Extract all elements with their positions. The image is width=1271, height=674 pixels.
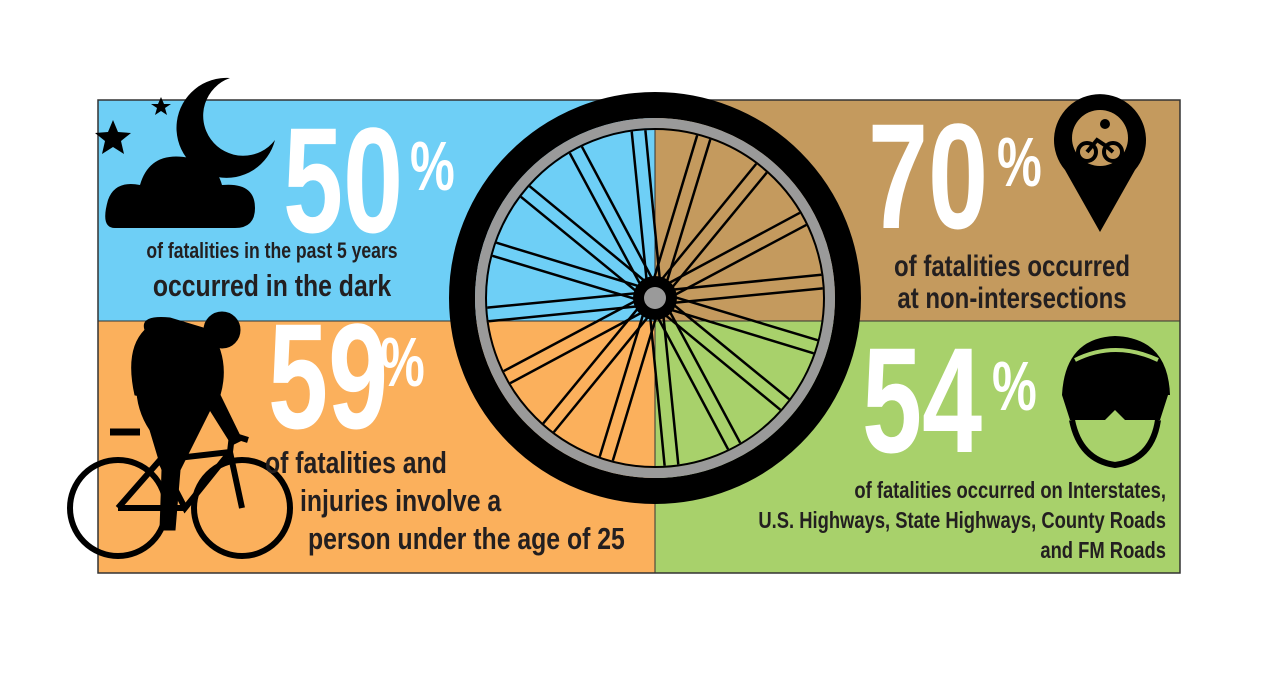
cloud — [105, 156, 255, 228]
rider-head — [203, 311, 241, 349]
spoke — [663, 138, 712, 289]
hub-center — [644, 287, 666, 309]
cyclist-icon — [67, 311, 293, 559]
helmet-vent — [1074, 348, 1159, 362]
spoke — [487, 291, 643, 309]
pin-bike — [1085, 137, 1115, 154]
spoke — [552, 310, 654, 433]
spoke — [528, 185, 651, 287]
bike-wheel — [191, 457, 293, 559]
spoke — [653, 311, 730, 450]
spoke — [580, 146, 657, 285]
spoke — [662, 211, 801, 288]
wheel-icon — [449, 92, 861, 504]
stat-number: 70 — [868, 93, 988, 261]
face — [1069, 419, 1161, 469]
pin-hole — [1072, 110, 1128, 166]
stat-number: 54 — [862, 317, 982, 485]
spoke — [664, 306, 815, 355]
spoke — [668, 294, 818, 342]
spoke — [520, 195, 643, 297]
stat-caption: injuries involve a — [300, 483, 502, 517]
rim-edge — [485, 128, 825, 468]
spoke — [495, 241, 646, 290]
spoke — [503, 296, 642, 373]
spoke — [630, 131, 649, 287]
stat-caption: U.S. Highways, State Highways, County Ro… — [758, 508, 1166, 533]
bike-frame — [115, 431, 249, 514]
stat-caption: at non-intersections — [897, 280, 1126, 314]
spoke — [668, 223, 807, 300]
spoke — [656, 163, 758, 286]
spoke — [651, 135, 699, 285]
spoke — [667, 299, 790, 401]
spoke — [667, 287, 823, 305]
location-pin-icon — [1054, 94, 1147, 232]
stat-caption: and FM Roads — [1040, 538, 1166, 563]
helmet-icon — [1062, 336, 1170, 469]
spoke — [492, 254, 642, 302]
spoke — [509, 308, 648, 385]
stat-symbol: % — [380, 323, 425, 401]
spoke — [666, 273, 822, 292]
rim — [475, 118, 835, 478]
stat-caption: of fatalities in the past 5 years — [146, 239, 397, 263]
star — [95, 120, 131, 154]
spoke — [488, 304, 644, 323]
stat-caption: occurred in the dark — [153, 268, 392, 302]
backpack — [131, 329, 166, 401]
panel-text: 54 % of fatalities occurred on Interstates… — [758, 317, 1166, 564]
panel-text: 50 % of fatalities in the past 5 years occu… — [146, 97, 454, 303]
spoke — [644, 130, 662, 286]
spoke — [542, 302, 644, 425]
rider — [136, 317, 243, 531]
moon — [176, 77, 275, 178]
pin-bike — [1102, 141, 1124, 163]
stat-symbol: % — [410, 127, 455, 205]
stat-caption: of fatalities occurred — [894, 248, 1130, 282]
spoke — [568, 152, 645, 291]
spoke — [665, 305, 742, 444]
stat-symbol: % — [992, 347, 1037, 425]
stat-number: 59 — [268, 293, 388, 461]
night-icon — [95, 77, 275, 228]
helmet — [1062, 336, 1170, 395]
spoke — [661, 309, 680, 465]
stat-caption: person under the age of 25 — [308, 521, 625, 555]
spoke — [666, 171, 768, 294]
spoke — [611, 311, 659, 461]
pin-bike — [1076, 141, 1098, 163]
panel-text: 59% of fatalities and injuries involve a pe… — [265, 293, 625, 556]
tire — [449, 92, 861, 504]
pin-rider — [1100, 119, 1110, 129]
goggles — [1062, 395, 1168, 420]
stat-caption: of fatalities occurred on Interstates, — [854, 478, 1166, 503]
spoke — [659, 309, 782, 411]
stat-caption: of fatalities and — [265, 445, 447, 479]
spoke — [598, 307, 647, 458]
spoke — [648, 310, 666, 466]
stat-number: 50 — [283, 97, 403, 265]
star — [151, 97, 171, 115]
stat-symbol: % — [997, 123, 1042, 201]
